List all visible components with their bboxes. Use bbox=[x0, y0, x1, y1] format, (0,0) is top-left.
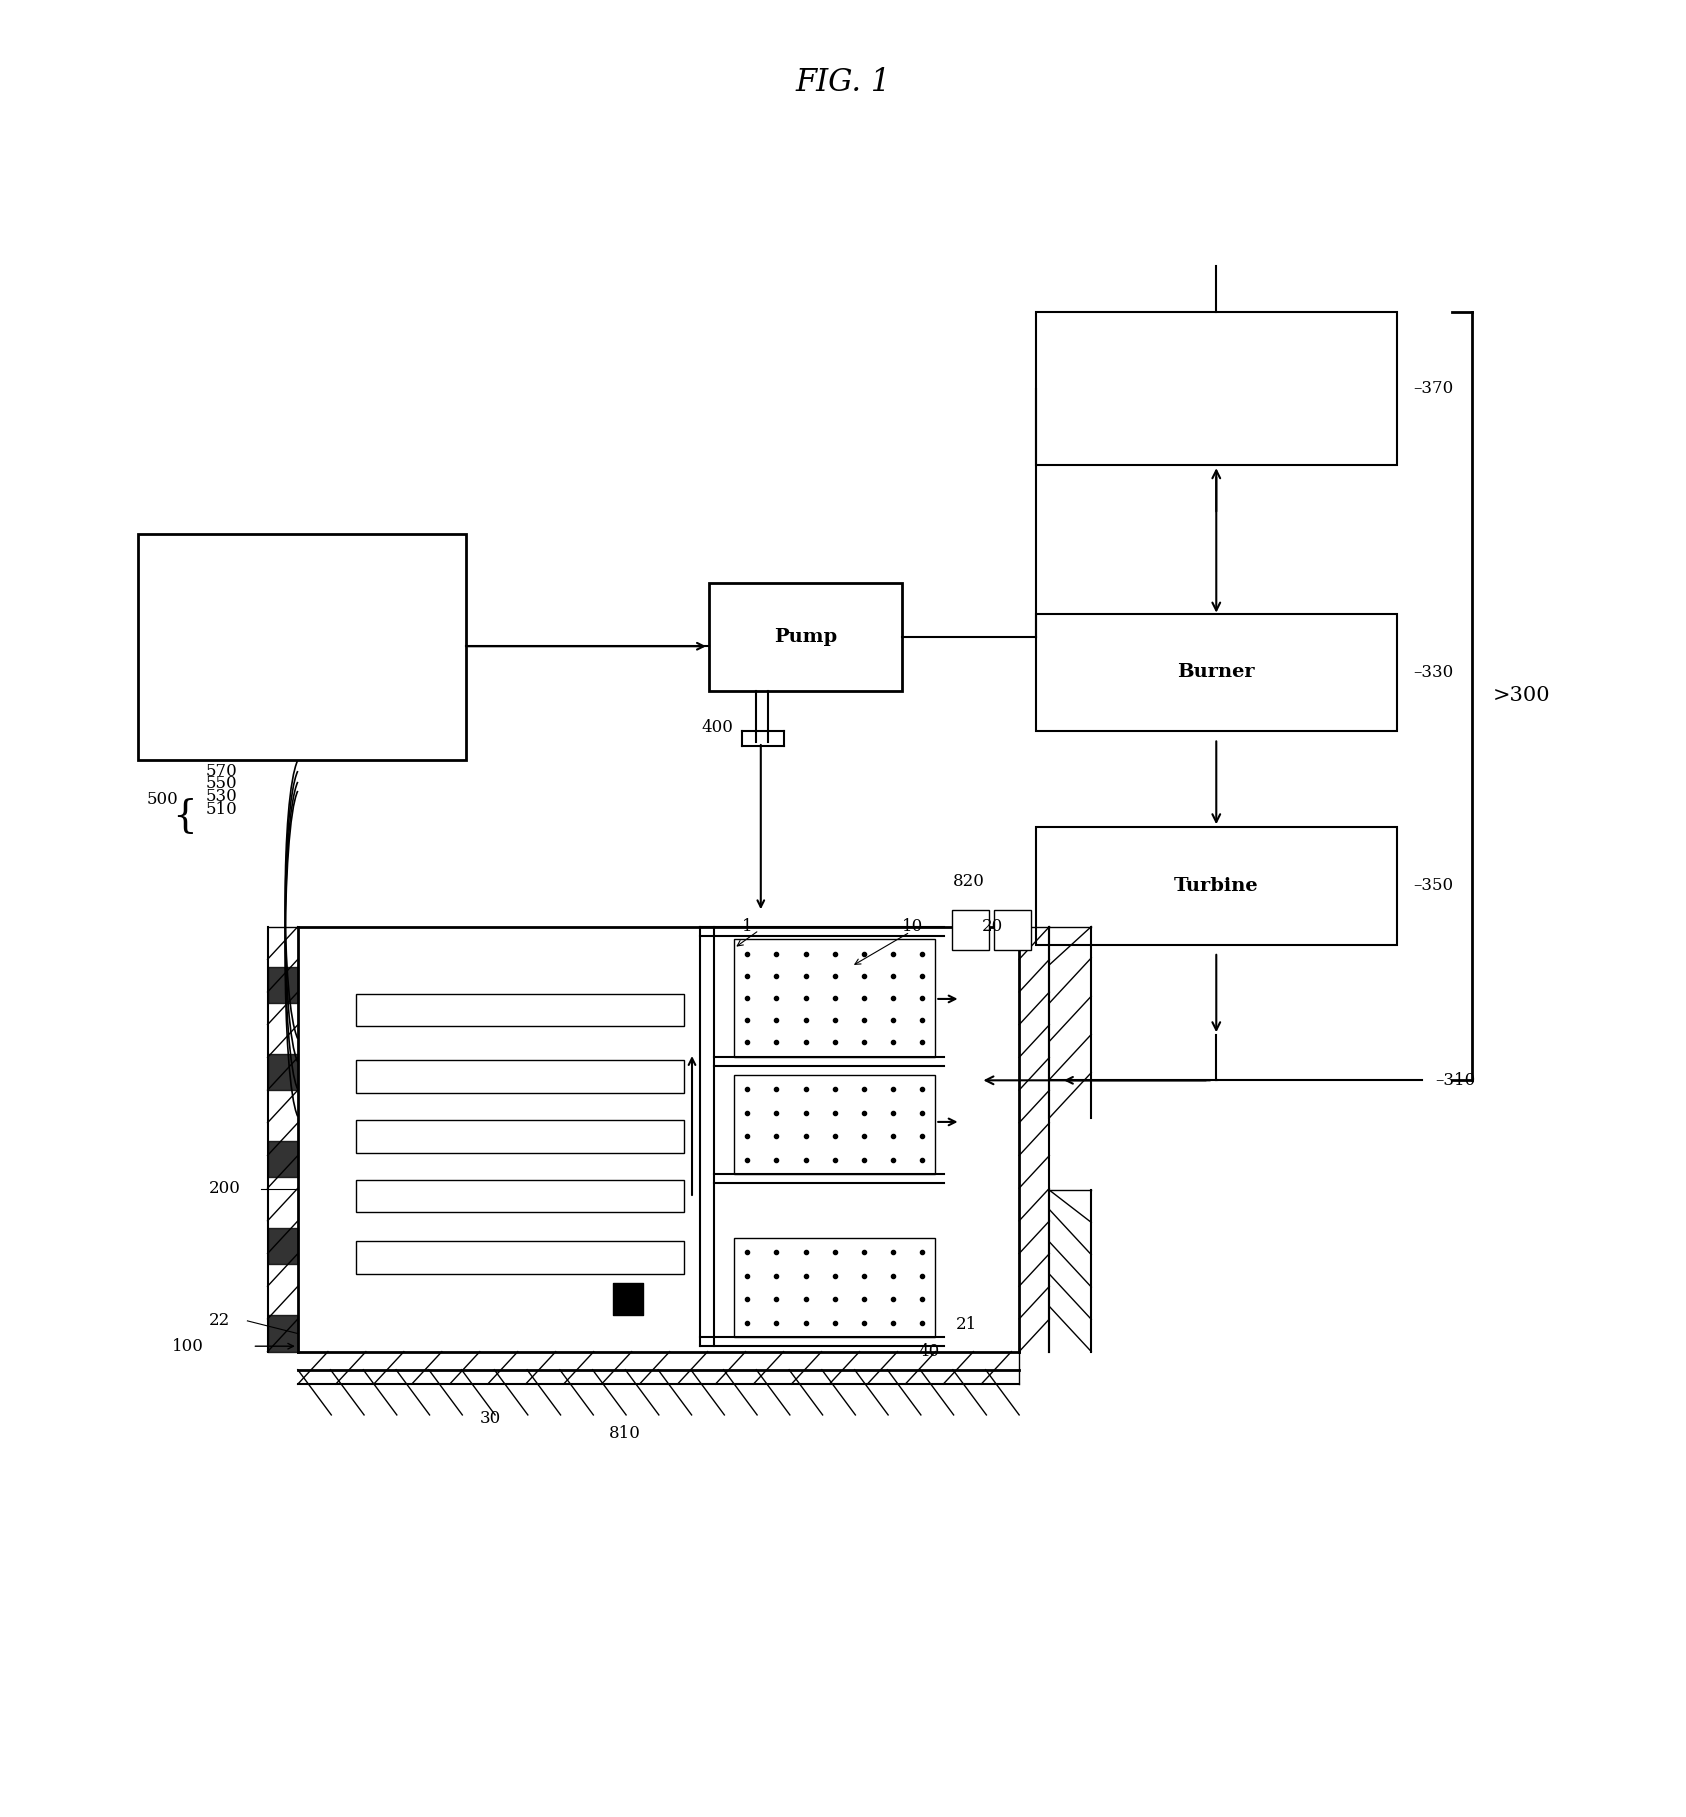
Text: 820: 820 bbox=[953, 872, 985, 890]
Text: 22: 22 bbox=[209, 1312, 229, 1330]
Text: 530: 530 bbox=[206, 789, 238, 805]
Bar bbox=[733, 939, 936, 1057]
Text: 550: 550 bbox=[206, 776, 238, 792]
Bar bbox=[708, 583, 902, 692]
Text: {: { bbox=[172, 798, 197, 834]
Text: 510: 510 bbox=[206, 801, 238, 818]
Text: >300: >300 bbox=[1492, 687, 1549, 705]
Text: Pump: Pump bbox=[774, 629, 836, 647]
Text: 810: 810 bbox=[609, 1425, 641, 1441]
Bar bbox=[1035, 827, 1396, 945]
Text: FIG. 1: FIG. 1 bbox=[796, 67, 890, 98]
Bar bbox=[1035, 614, 1396, 730]
Text: 200: 200 bbox=[209, 1181, 241, 1197]
Text: 40: 40 bbox=[919, 1343, 939, 1361]
Bar bbox=[356, 1179, 683, 1212]
Text: 21: 21 bbox=[956, 1316, 976, 1334]
Bar bbox=[733, 1076, 936, 1174]
Bar bbox=[1035, 313, 1396, 465]
Text: Burner: Burner bbox=[1177, 663, 1254, 681]
Bar bbox=[733, 1237, 936, 1337]
Text: –350: –350 bbox=[1413, 878, 1453, 894]
Bar bbox=[356, 1061, 683, 1094]
Text: 400: 400 bbox=[701, 720, 733, 736]
Bar bbox=[953, 910, 990, 950]
Text: Turbine: Turbine bbox=[1173, 878, 1258, 896]
Text: –310: –310 bbox=[1435, 1072, 1475, 1088]
Bar bbox=[356, 1241, 683, 1274]
Text: 500: 500 bbox=[147, 792, 179, 809]
Text: 1: 1 bbox=[742, 918, 754, 936]
Text: –370: –370 bbox=[1413, 380, 1453, 396]
Bar bbox=[356, 994, 683, 1027]
Text: 570: 570 bbox=[206, 763, 238, 779]
Text: 100: 100 bbox=[172, 1337, 204, 1355]
Text: –330: –330 bbox=[1413, 663, 1453, 681]
Text: 30: 30 bbox=[481, 1410, 501, 1426]
Bar bbox=[356, 1119, 683, 1152]
Bar bbox=[138, 534, 465, 760]
Text: 20: 20 bbox=[983, 918, 1003, 936]
Bar bbox=[995, 910, 1030, 950]
Text: 10: 10 bbox=[902, 918, 922, 936]
